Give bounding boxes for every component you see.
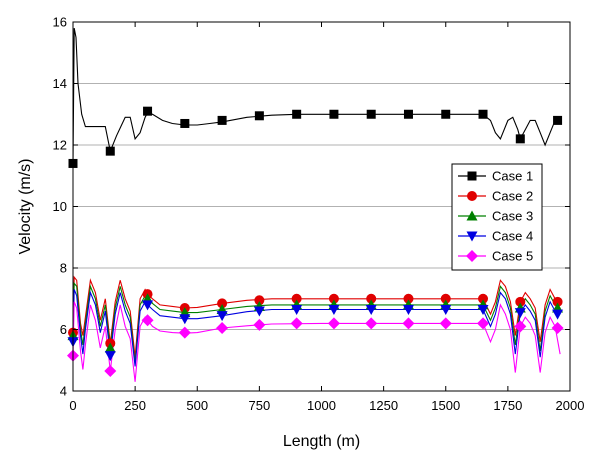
legend: Case 1 Case 2 Case 3 Case 4 Case 5 (451, 163, 543, 271)
data-point-case-1 (105, 146, 115, 156)
x-tick-label: 250 (124, 398, 146, 413)
data-point-case-4 (328, 305, 340, 316)
legend-marker-case-1 (467, 171, 477, 181)
data-point-case-2 (217, 298, 228, 309)
data-point-case-1 (366, 109, 376, 119)
x-tick-label: 500 (186, 398, 208, 413)
x-tick-label: 1750 (493, 398, 522, 413)
data-point-case-5 (253, 318, 266, 331)
y-tick-label: 16 (53, 15, 67, 30)
data-point-case-5 (402, 317, 415, 330)
data-point-case-5 (104, 365, 117, 378)
y-tick-label: 14 (53, 76, 67, 91)
x-tick-label: 1000 (307, 398, 336, 413)
data-point-case-2 (328, 293, 339, 304)
legend-label-case-3: Case 3 (492, 209, 533, 224)
data-point-case-4 (291, 305, 303, 316)
data-point-case-5 (365, 317, 378, 330)
y-tick-label: 4 (60, 384, 67, 399)
x-tick-label: 750 (249, 398, 271, 413)
data-point-case-4 (514, 308, 526, 319)
data-point-case-1 (329, 109, 339, 119)
data-point-case-1 (143, 106, 153, 116)
data-point-case-1 (180, 118, 190, 128)
data-point-case-2 (552, 296, 563, 307)
y-tick-label: 10 (53, 199, 67, 214)
data-point-case-4 (440, 305, 452, 316)
data-point-case-2 (478, 293, 489, 304)
data-point-case-5 (514, 320, 527, 333)
series-line-case-1 (72, 27, 561, 164)
legend-label-case-1: Case 1 (492, 169, 533, 184)
series-markers (67, 106, 564, 378)
data-point-case-4 (477, 305, 489, 316)
legend-marker-case-4 (466, 231, 478, 242)
y-tick-label: 6 (60, 322, 67, 337)
y-tick-label: 12 (53, 138, 67, 153)
legend-marker-case-3 (466, 210, 478, 221)
data-point-case-1 (292, 109, 302, 119)
data-point-case-1 (403, 109, 413, 119)
data-point-case-1 (478, 109, 488, 119)
data-point-case-5 (551, 321, 564, 334)
data-point-case-4 (216, 311, 228, 322)
data-point-case-4 (365, 305, 377, 316)
data-point-case-2 (403, 293, 414, 304)
data-point-case-1 (553, 115, 563, 125)
data-point-case-1 (441, 109, 451, 119)
data-point-case-2 (366, 293, 377, 304)
data-point-case-5 (439, 317, 452, 330)
data-point-case-5 (216, 321, 229, 334)
data-point-case-4 (402, 305, 414, 316)
x-tick-label: 2000 (556, 398, 585, 413)
data-point-case-2 (440, 293, 451, 304)
data-point-case-5 (327, 317, 340, 330)
data-point-case-5 (141, 314, 154, 327)
data-point-case-5 (290, 317, 303, 330)
data-point-case-2 (254, 295, 265, 306)
x-tick-label: 1500 (431, 398, 460, 413)
data-point-case-5 (178, 326, 191, 339)
data-point-case-4 (552, 309, 564, 320)
data-point-case-1 (515, 134, 525, 144)
legend-marker-case-5 (466, 250, 478, 262)
legend-marker-case-2 (467, 191, 477, 201)
data-point-case-4 (253, 306, 265, 317)
data-point-case-4 (179, 314, 191, 325)
legend-box (451, 163, 543, 271)
data-point-case-4 (104, 351, 116, 362)
data-point-case-2 (291, 293, 302, 304)
x-tick-label: 1250 (369, 398, 398, 413)
data-point-case-5 (477, 317, 490, 330)
data-point-case-2 (515, 296, 526, 307)
axis-ticks: 4 6 8 10 12 14 16 0 250 500 750 1000 1250 1500 1750 200… (53, 15, 585, 414)
data-point-case-1 (217, 115, 227, 125)
x-axis-label: Length (m) (283, 433, 360, 450)
data-point-case-1 (254, 111, 264, 121)
legend-label-case-4: Case 4 (492, 229, 533, 244)
legend-label-case-5: Case 5 (492, 249, 533, 264)
data-point-case-3 (104, 342, 116, 353)
y-axis-label: Velocity (m/s) (17, 158, 34, 254)
x-tick-label: 0 (69, 398, 76, 413)
legend-label-case-2: Case 2 (492, 189, 533, 204)
data-point-case-4 (142, 300, 154, 311)
y-tick-label: 8 (60, 261, 67, 276)
